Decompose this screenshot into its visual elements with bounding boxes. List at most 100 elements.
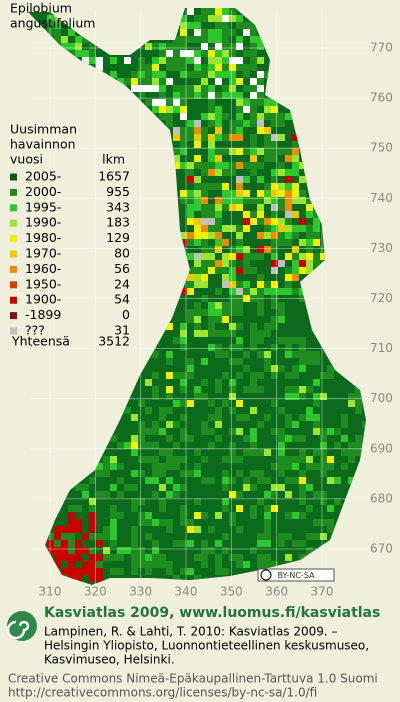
map-square <box>159 554 166 561</box>
map-square <box>236 246 243 253</box>
map-square <box>173 36 180 43</box>
map-square <box>243 176 250 183</box>
map-square <box>180 519 187 526</box>
map-square <box>250 379 257 386</box>
map-square <box>236 176 243 183</box>
map-square <box>173 575 180 582</box>
map-square <box>264 414 271 421</box>
map-square <box>285 155 292 162</box>
map-square <box>299 260 306 267</box>
map-square <box>180 127 187 134</box>
map-square <box>159 407 166 414</box>
map-square <box>285 351 292 358</box>
map-square <box>131 442 138 449</box>
map-square <box>194 449 201 456</box>
map-square <box>208 316 215 323</box>
map-square <box>138 512 145 519</box>
map-square <box>229 449 236 456</box>
map-square <box>215 351 222 358</box>
legend-header: havainnon <box>10 137 76 152</box>
map-square <box>306 239 313 246</box>
map-square <box>250 162 257 169</box>
map-square <box>257 421 264 428</box>
map-square <box>243 85 250 92</box>
map-square <box>299 253 306 260</box>
map-square <box>215 197 222 204</box>
map-square <box>250 372 257 379</box>
map-square <box>320 253 327 260</box>
map-square <box>145 533 152 540</box>
map-square <box>306 351 313 358</box>
map-square <box>313 351 320 358</box>
logo <box>7 611 37 641</box>
map-square <box>271 246 278 253</box>
map-square <box>229 491 236 498</box>
citation: Kasvimuseo, Helsinki. <box>44 653 175 667</box>
y-tick-label: 710 <box>370 341 393 355</box>
map-square <box>320 435 327 442</box>
footer-heading: Kasviatlas 2009, www.luomus.fi/kasviatla… <box>44 605 380 621</box>
map-square <box>208 225 215 232</box>
map-square <box>96 533 103 540</box>
map-square <box>222 330 229 337</box>
map-square <box>159 498 166 505</box>
map-square <box>236 526 243 533</box>
map-square <box>285 393 292 400</box>
map-square <box>201 232 208 239</box>
map-square <box>166 491 173 498</box>
map-square <box>110 533 117 540</box>
map-square <box>285 554 292 561</box>
map-square <box>180 372 187 379</box>
map-square <box>257 386 264 393</box>
map-square <box>166 456 173 463</box>
map-square <box>82 484 89 491</box>
map-square <box>271 155 278 162</box>
map-square <box>166 477 173 484</box>
map-square <box>327 463 334 470</box>
map-square <box>264 99 271 106</box>
map-square <box>166 519 173 526</box>
map-square <box>89 505 96 512</box>
map-square <box>138 470 145 477</box>
map-square <box>222 253 229 260</box>
map-square <box>257 302 264 309</box>
map-square <box>215 120 222 127</box>
map-square <box>229 260 236 267</box>
map-square <box>285 337 292 344</box>
map-square <box>292 190 299 197</box>
legend-count: 343 <box>106 199 130 214</box>
map-square <box>152 85 159 92</box>
legend-swatch <box>10 173 17 181</box>
map-square <box>271 106 278 113</box>
map-square <box>285 491 292 498</box>
map-square <box>257 477 264 484</box>
map-square <box>47 540 54 547</box>
map-square <box>257 148 264 155</box>
map-square <box>264 512 271 519</box>
map-square <box>313 260 320 267</box>
map-square <box>131 71 138 78</box>
map-square <box>243 561 250 568</box>
map-square <box>264 323 271 330</box>
map-square <box>278 407 285 414</box>
map-square <box>229 323 236 330</box>
map-square <box>117 547 124 554</box>
legend-label: 2000- <box>25 184 61 199</box>
map-square <box>250 141 257 148</box>
x-tick-label: 330 <box>129 585 152 599</box>
map-square <box>110 554 117 561</box>
map-square <box>257 57 264 64</box>
map-square <box>236 204 243 211</box>
map-square <box>201 15 208 22</box>
map-square <box>166 78 173 85</box>
map-square <box>250 547 257 554</box>
map-square <box>292 211 299 218</box>
map-square <box>271 400 278 407</box>
map-square <box>82 50 89 57</box>
map-square <box>285 197 292 204</box>
legend-swatch <box>10 327 17 335</box>
map-square <box>187 134 194 141</box>
map-square <box>68 561 75 568</box>
map-square <box>243 267 250 274</box>
map-square <box>278 456 285 463</box>
